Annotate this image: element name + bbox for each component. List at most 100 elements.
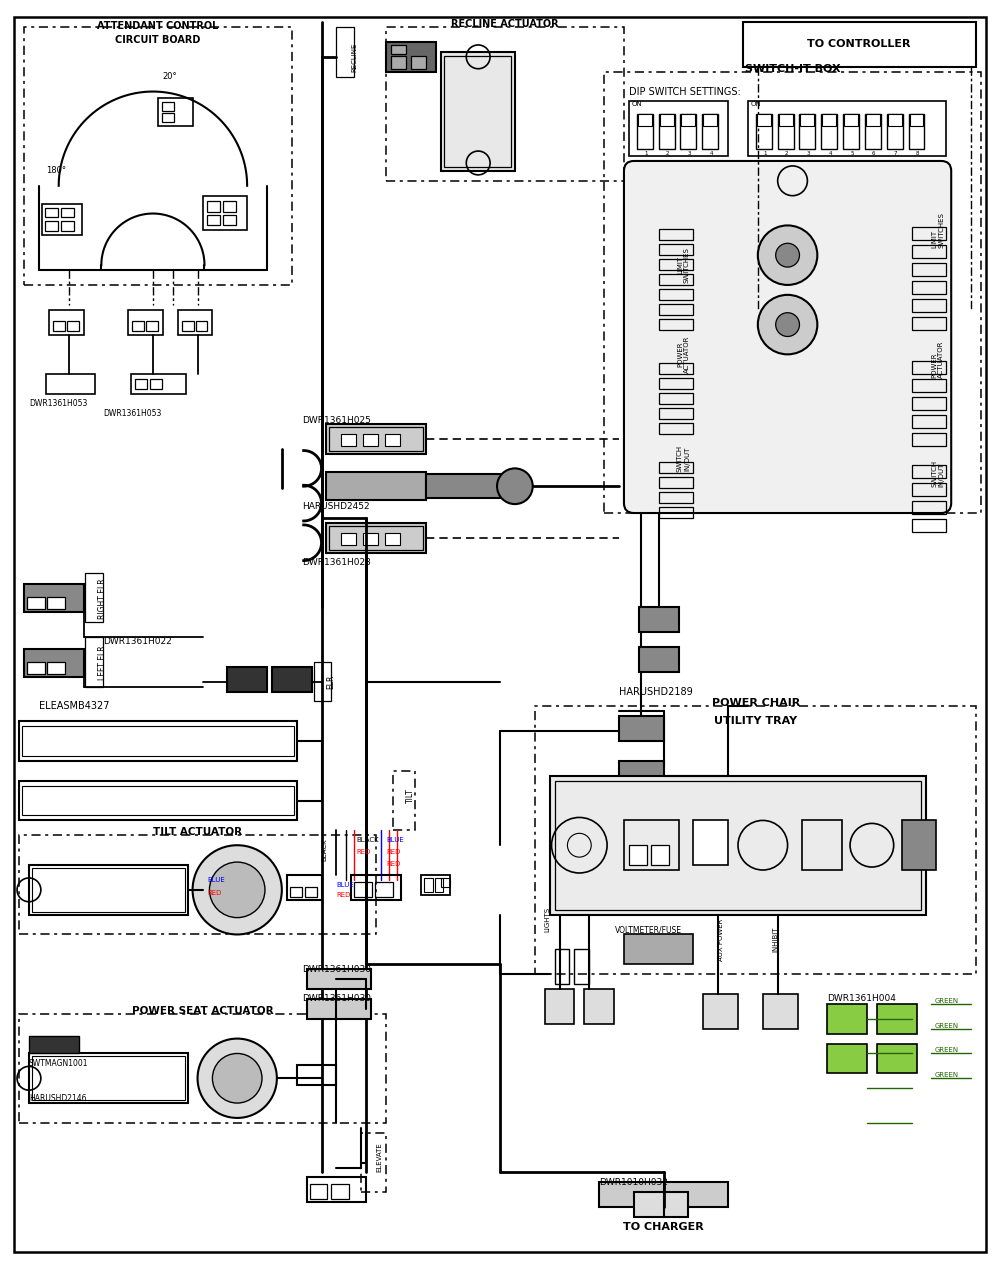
- Bar: [912, 227, 946, 241]
- Bar: [67, 321, 79, 331]
- Text: DWR1010H032: DWR1010H032: [599, 1178, 668, 1187]
- Text: DWR1361H023: DWR1361H023: [302, 557, 371, 568]
- Bar: [555, 949, 569, 984]
- Text: 180°: 180°: [46, 166, 66, 175]
- Bar: [27, 597, 45, 609]
- Text: DWR1361H053: DWR1361H053: [29, 399, 87, 408]
- Circle shape: [776, 243, 799, 267]
- Bar: [435, 878, 443, 892]
- Bar: [659, 274, 693, 285]
- Bar: [865, 114, 881, 150]
- Text: RIGHT ELR: RIGHT ELR: [98, 578, 107, 618]
- Bar: [912, 519, 946, 532]
- Bar: [24, 584, 84, 612]
- Text: BLUE: BLUE: [336, 882, 354, 888]
- Bar: [659, 245, 693, 255]
- Bar: [619, 716, 664, 741]
- Bar: [624, 821, 678, 870]
- Bar: [659, 229, 693, 241]
- Text: TILT ACTUATOR: TILT ACTUATOR: [153, 827, 242, 837]
- Bar: [912, 299, 946, 312]
- Bar: [535, 707, 976, 974]
- Bar: [45, 208, 58, 218]
- Bar: [421, 875, 450, 895]
- Bar: [326, 423, 426, 454]
- Bar: [584, 990, 614, 1024]
- Text: BLACK: BLACK: [322, 839, 328, 862]
- Bar: [203, 195, 247, 231]
- Bar: [336, 27, 354, 77]
- Bar: [703, 114, 717, 127]
- Bar: [32, 1057, 185, 1100]
- Bar: [659, 289, 693, 300]
- Bar: [314, 661, 331, 702]
- Text: 6: 6: [872, 151, 876, 156]
- Text: RED: RED: [356, 849, 371, 855]
- Bar: [659, 364, 693, 374]
- Bar: [354, 882, 372, 897]
- Bar: [912, 502, 946, 514]
- Bar: [329, 427, 423, 451]
- Text: DWR1361H004: DWR1361H004: [827, 995, 896, 1003]
- Text: INHIBIT: INHIBIT: [773, 926, 779, 953]
- Text: 20°: 20°: [163, 72, 177, 81]
- Bar: [843, 114, 859, 150]
- Bar: [743, 22, 976, 67]
- Bar: [702, 114, 718, 150]
- Text: 3: 3: [807, 151, 810, 156]
- Bar: [29, 1035, 79, 1053]
- Bar: [19, 835, 376, 935]
- Bar: [341, 533, 356, 545]
- Bar: [912, 465, 946, 479]
- Text: CIRCUIT BOARD: CIRCUIT BOARD: [115, 35, 201, 46]
- Bar: [639, 607, 678, 632]
- Bar: [888, 114, 902, 127]
- Bar: [29, 1053, 188, 1104]
- Bar: [912, 246, 946, 258]
- Text: UTILITY TRAY: UTILITY TRAY: [714, 716, 797, 726]
- Bar: [424, 878, 433, 892]
- Text: POWER
ACTUATOR: POWER ACTUATOR: [931, 341, 944, 378]
- Bar: [307, 998, 371, 1019]
- Bar: [150, 379, 162, 389]
- Bar: [639, 647, 678, 672]
- Bar: [827, 1003, 867, 1034]
- Bar: [290, 887, 302, 897]
- Text: SWITCH-IT BOX: SWITCH-IT BOX: [745, 63, 840, 73]
- Bar: [659, 318, 693, 329]
- Text: RED: RED: [336, 892, 351, 898]
- Bar: [42, 204, 82, 236]
- Text: HARUSHD2189: HARUSHD2189: [619, 687, 693, 697]
- Text: GREEN: GREEN: [934, 1072, 958, 1078]
- Text: 7: 7: [894, 151, 897, 156]
- Text: DIP SWITCH SETTINGS:: DIP SWITCH SETTINGS:: [629, 86, 741, 96]
- Bar: [207, 214, 220, 226]
- Text: RECLINE ACTUATOR: RECLINE ACTUATOR: [451, 19, 559, 29]
- Bar: [550, 775, 926, 915]
- Bar: [61, 208, 74, 218]
- Bar: [659, 492, 693, 503]
- Bar: [441, 52, 515, 171]
- Bar: [637, 114, 653, 150]
- Bar: [757, 114, 771, 127]
- Bar: [61, 222, 74, 232]
- Bar: [555, 780, 921, 910]
- Bar: [822, 114, 836, 127]
- Bar: [375, 882, 393, 897]
- Bar: [748, 101, 946, 156]
- Bar: [162, 103, 174, 111]
- Bar: [32, 868, 185, 912]
- Bar: [844, 114, 858, 127]
- Bar: [178, 309, 212, 334]
- Bar: [909, 114, 924, 150]
- Text: LIMIT
SWITCHES: LIMIT SWITCHES: [931, 213, 944, 248]
- Bar: [363, 433, 378, 446]
- Bar: [619, 761, 664, 786]
- Bar: [29, 865, 188, 915]
- Bar: [659, 304, 693, 314]
- Text: DWR1361H022: DWR1361H022: [103, 637, 172, 646]
- Bar: [902, 821, 936, 870]
- Bar: [866, 114, 880, 127]
- Bar: [27, 661, 45, 674]
- Bar: [128, 309, 163, 334]
